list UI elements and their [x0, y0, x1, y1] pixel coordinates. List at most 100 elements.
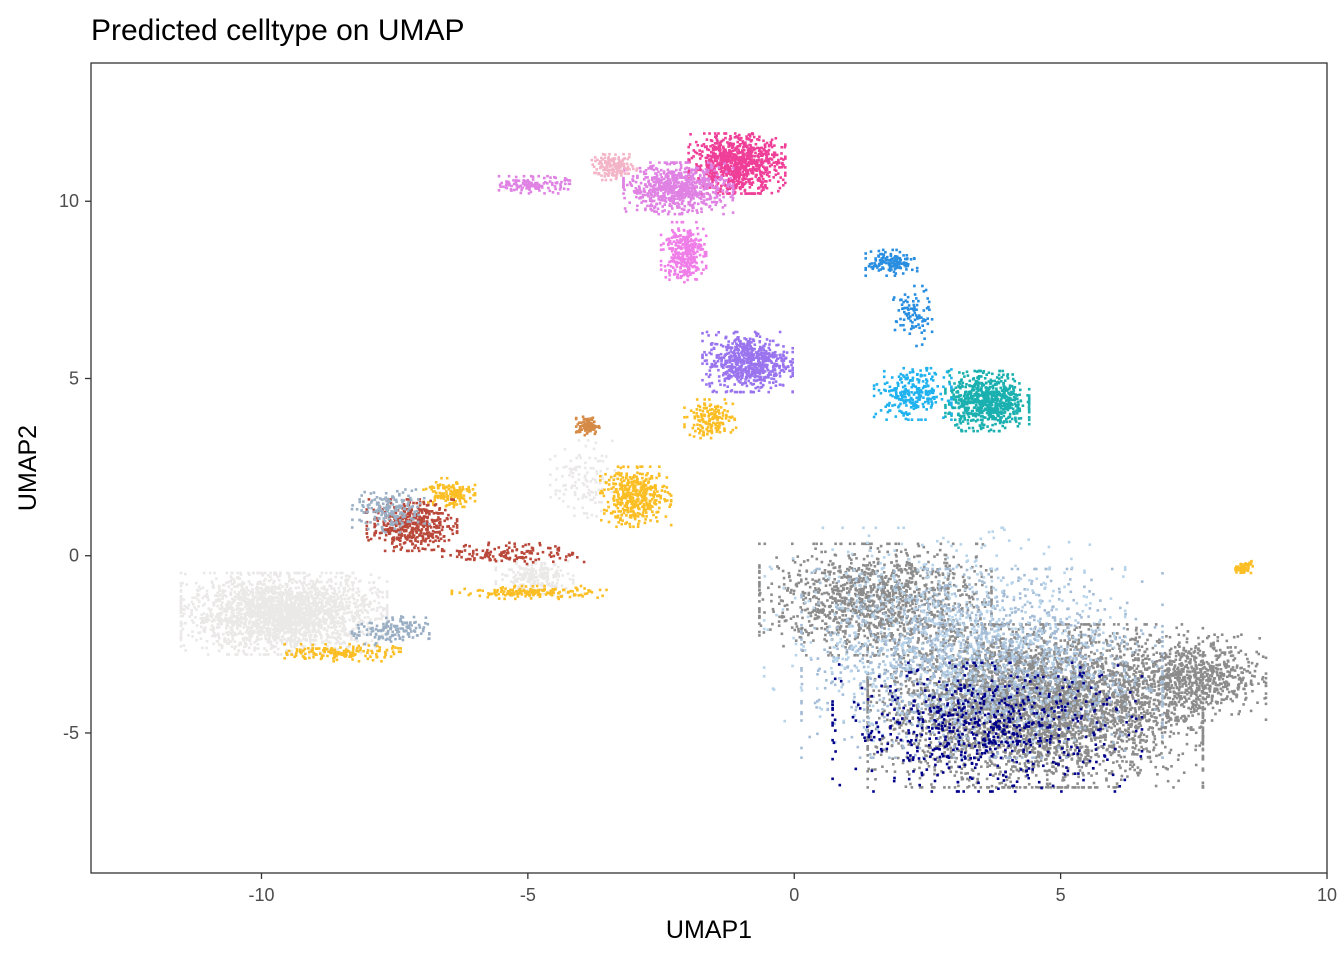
data-point	[192, 621, 195, 624]
data-point	[581, 496, 584, 500]
data-point	[928, 719, 931, 723]
data-point	[202, 612, 206, 615]
data-point	[333, 589, 337, 593]
data-point	[263, 571, 267, 575]
data-point	[302, 632, 305, 636]
data-point	[1078, 680, 1081, 683]
data-point	[975, 639, 978, 642]
data-point	[340, 597, 344, 601]
data-point	[974, 672, 978, 676]
data-point	[313, 639, 316, 642]
data-point	[892, 763, 895, 766]
data-point	[879, 753, 883, 757]
data-point	[293, 616, 297, 620]
data-point	[1139, 674, 1142, 677]
data-point	[1036, 759, 1039, 763]
data-point	[285, 607, 289, 610]
data-point	[1076, 782, 1079, 785]
data-point	[250, 625, 254, 629]
data-point	[1151, 730, 1154, 734]
data-point	[301, 653, 304, 656]
data-point	[257, 604, 261, 607]
data-point	[292, 634, 296, 638]
data-point	[264, 621, 267, 624]
data-point	[571, 578, 575, 582]
data-point	[1037, 652, 1041, 655]
data-point	[275, 573, 278, 577]
data-point	[243, 588, 247, 592]
data-point	[1027, 761, 1030, 764]
data-point	[218, 637, 221, 640]
data-point	[244, 631, 248, 634]
data-point	[564, 483, 567, 487]
data-point	[599, 469, 603, 473]
data-point	[261, 598, 265, 601]
data-point	[1120, 747, 1124, 751]
data-point	[1062, 753, 1066, 757]
data-point	[494, 566, 498, 570]
data-point	[243, 613, 246, 616]
data-point	[297, 618, 301, 621]
data-point	[179, 571, 183, 575]
data-point	[291, 596, 295, 600]
data-point	[368, 630, 372, 634]
data-point	[1069, 700, 1073, 704]
data-point	[1058, 725, 1062, 728]
data-point	[1030, 786, 1034, 789]
data-point	[299, 628, 302, 631]
data-point	[367, 603, 370, 606]
data-point	[268, 609, 272, 613]
data-point	[1052, 786, 1056, 789]
data-point	[590, 513, 594, 517]
plot-area	[90, 62, 1328, 874]
data-point	[341, 622, 345, 626]
data-point	[567, 505, 570, 508]
data-point	[264, 637, 267, 641]
data-point	[340, 629, 344, 632]
data-point	[900, 724, 903, 727]
data-point	[288, 616, 291, 620]
data-point	[290, 634, 293, 638]
data-point	[223, 607, 227, 611]
data-point	[263, 647, 266, 650]
data-point	[1140, 712, 1143, 715]
data-point	[217, 584, 221, 588]
data-point	[895, 739, 898, 742]
data-point	[259, 633, 263, 637]
data-point	[339, 584, 343, 587]
data-point	[242, 582, 246, 585]
data-point	[233, 647, 236, 650]
data-point	[1119, 656, 1123, 659]
data-point	[292, 615, 296, 618]
data-point	[868, 738, 871, 741]
data-point	[944, 719, 948, 722]
data-point	[229, 591, 233, 594]
data-point	[284, 642, 288, 646]
data-point	[1128, 704, 1132, 707]
data-point	[297, 637, 300, 640]
data-point	[301, 571, 305, 575]
data-point	[1048, 683, 1052, 687]
data-point	[262, 604, 266, 608]
data-point	[518, 565, 521, 568]
data-point	[350, 635, 353, 639]
data-point	[244, 624, 247, 627]
data-point	[298, 623, 302, 627]
data-point	[182, 598, 185, 601]
data-point	[330, 636, 333, 639]
data-point	[254, 605, 258, 608]
data-point	[1022, 724, 1026, 728]
data-point	[953, 786, 957, 789]
data-point	[345, 594, 348, 597]
data-point	[279, 626, 283, 630]
data-point	[237, 649, 241, 652]
data-point	[183, 604, 186, 608]
data-point	[323, 610, 327, 613]
data-point	[1152, 720, 1156, 723]
data-point	[1136, 773, 1140, 777]
data-point	[179, 624, 183, 628]
data-point	[574, 466, 577, 469]
data-point	[588, 456, 591, 460]
data-point	[1007, 662, 1010, 665]
data-point	[244, 592, 247, 596]
